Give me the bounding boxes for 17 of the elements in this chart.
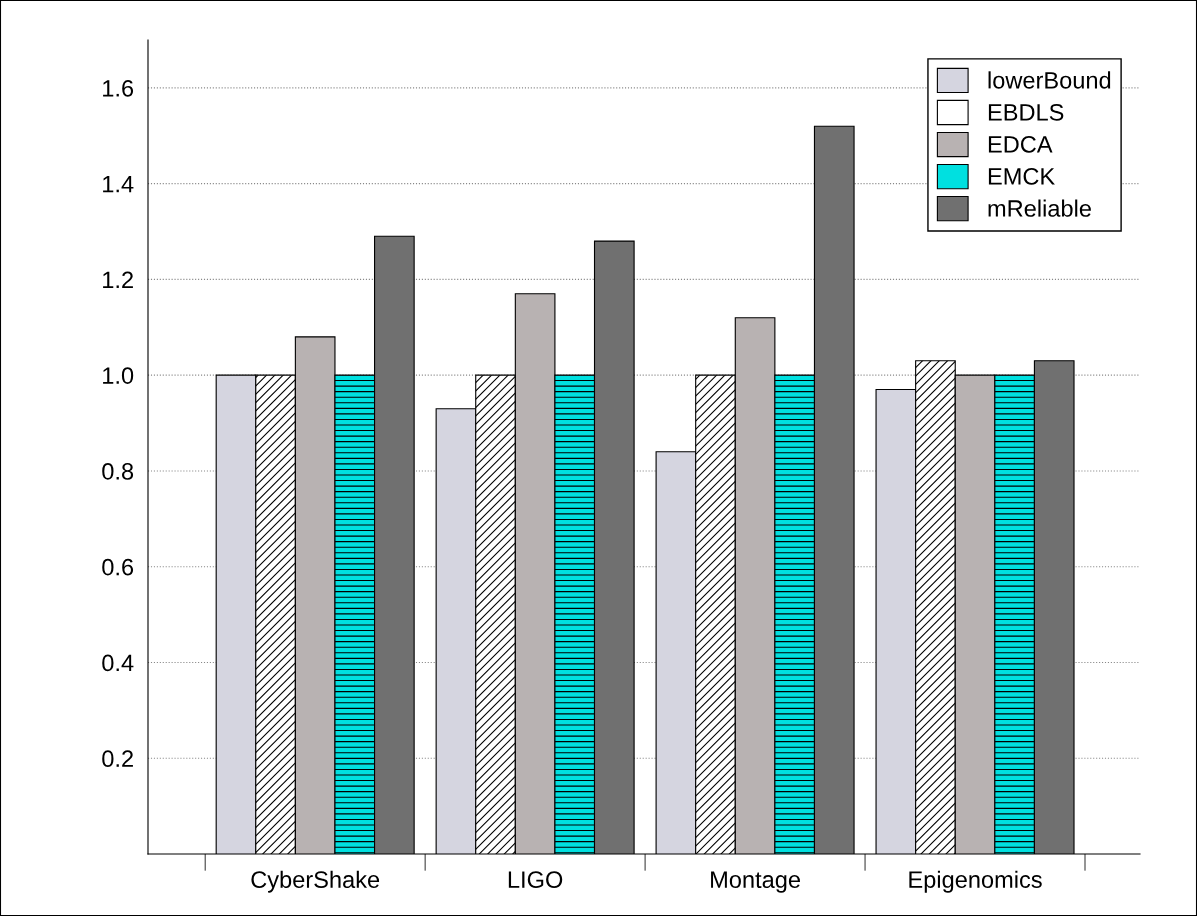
x-tick-label: Epigenomics <box>909 870 1042 893</box>
legend-label: EMCK <box>988 168 1055 185</box>
y-tick-label: 0.2 <box>102 750 133 768</box>
x-tick-label: CyberShake <box>251 870 380 893</box>
legend-label: EBDLS <box>988 103 1064 121</box>
x-tick-label: LIGO <box>508 871 563 889</box>
y-tick-label: 0.4 <box>102 654 134 672</box>
legend-label: mReliable <box>988 199 1091 217</box>
y-tick-label: 0.8 <box>102 463 134 480</box>
y-tick-label: 1.6 <box>103 79 134 97</box>
y-tick-label: 1.0 <box>103 367 134 384</box>
x-tick-label: Montage <box>711 871 800 893</box>
y-tick-label: 0.6 <box>102 558 134 576</box>
y-tick-label: 1.4 <box>103 175 134 193</box>
legend-label: EDCA <box>988 136 1053 153</box>
y-tick-label: 1.2 <box>103 271 133 288</box>
legend-label: lowerBound <box>988 71 1111 89</box>
